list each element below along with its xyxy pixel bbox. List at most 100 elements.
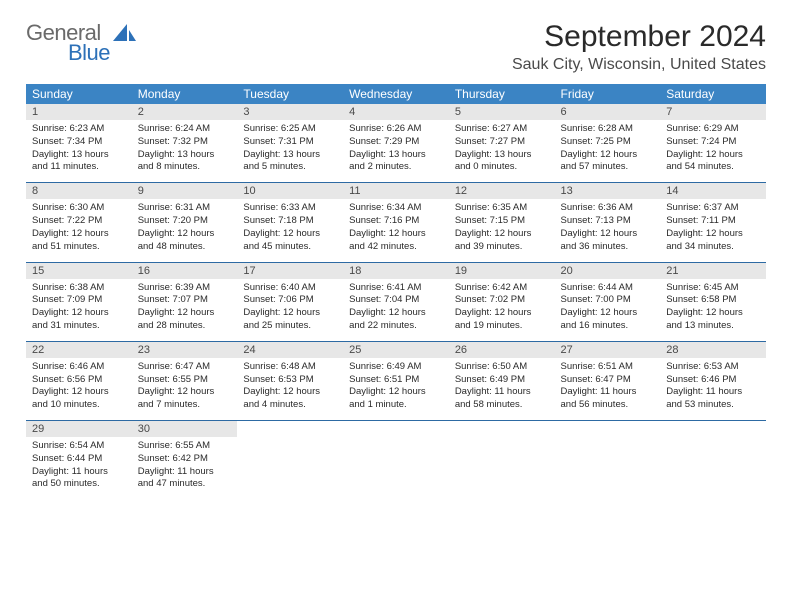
day-number: 7 bbox=[660, 104, 766, 120]
day-data: Sunrise: 6:23 AMSunset: 7:34 PMDaylight:… bbox=[26, 120, 132, 182]
day-number: 12 bbox=[449, 183, 555, 199]
weekday-header: Friday bbox=[555, 84, 661, 104]
weekday-header: Saturday bbox=[660, 84, 766, 104]
day-data: Sunrise: 6:39 AMSunset: 7:07 PMDaylight:… bbox=[132, 279, 238, 341]
day-number: 2 bbox=[132, 104, 238, 120]
day-data: Sunrise: 6:27 AMSunset: 7:27 PMDaylight:… bbox=[449, 120, 555, 182]
day-data: Sunrise: 6:38 AMSunset: 7:09 PMDaylight:… bbox=[26, 279, 132, 341]
calendar-cell: 22Sunrise: 6:46 AMSunset: 6:56 PMDayligh… bbox=[26, 341, 132, 420]
calendar-cell-empty bbox=[343, 421, 449, 500]
weekday-header: Monday bbox=[132, 84, 238, 104]
day-data: Sunrise: 6:49 AMSunset: 6:51 PMDaylight:… bbox=[343, 358, 449, 420]
day-data: Sunrise: 6:37 AMSunset: 7:11 PMDaylight:… bbox=[660, 199, 766, 261]
calendar-body: 1Sunrise: 6:23 AMSunset: 7:34 PMDaylight… bbox=[26, 104, 766, 499]
calendar-cell: 2Sunrise: 6:24 AMSunset: 7:32 PMDaylight… bbox=[132, 104, 238, 183]
day-data: Sunrise: 6:42 AMSunset: 7:02 PMDaylight:… bbox=[449, 279, 555, 341]
calendar-cell: 4Sunrise: 6:26 AMSunset: 7:29 PMDaylight… bbox=[343, 104, 449, 183]
calendar-cell: 7Sunrise: 6:29 AMSunset: 7:24 PMDaylight… bbox=[660, 104, 766, 183]
calendar-cell: 8Sunrise: 6:30 AMSunset: 7:22 PMDaylight… bbox=[26, 183, 132, 262]
day-data: Sunrise: 6:35 AMSunset: 7:15 PMDaylight:… bbox=[449, 199, 555, 261]
day-data: Sunrise: 6:46 AMSunset: 6:56 PMDaylight:… bbox=[26, 358, 132, 420]
day-number: 5 bbox=[449, 104, 555, 120]
calendar-cell: 27Sunrise: 6:51 AMSunset: 6:47 PMDayligh… bbox=[555, 341, 661, 420]
calendar-cell: 12Sunrise: 6:35 AMSunset: 7:15 PMDayligh… bbox=[449, 183, 555, 262]
day-data: Sunrise: 6:41 AMSunset: 7:04 PMDaylight:… bbox=[343, 279, 449, 341]
day-number: 29 bbox=[26, 421, 132, 437]
day-data: Sunrise: 6:25 AMSunset: 7:31 PMDaylight:… bbox=[237, 120, 343, 182]
day-data: Sunrise: 6:26 AMSunset: 7:29 PMDaylight:… bbox=[343, 120, 449, 182]
day-number: 10 bbox=[237, 183, 343, 199]
day-data: Sunrise: 6:28 AMSunset: 7:25 PMDaylight:… bbox=[555, 120, 661, 182]
weekday-header: Wednesday bbox=[343, 84, 449, 104]
day-number: 27 bbox=[555, 342, 661, 358]
day-data: Sunrise: 6:53 AMSunset: 6:46 PMDaylight:… bbox=[660, 358, 766, 420]
calendar-cell: 29Sunrise: 6:54 AMSunset: 6:44 PMDayligh… bbox=[26, 421, 132, 500]
calendar-head: SundayMondayTuesdayWednesdayThursdayFrid… bbox=[26, 84, 766, 104]
day-number: 1 bbox=[26, 104, 132, 120]
day-number: 24 bbox=[237, 342, 343, 358]
day-data: Sunrise: 6:54 AMSunset: 6:44 PMDaylight:… bbox=[26, 437, 132, 499]
calendar-cell: 19Sunrise: 6:42 AMSunset: 7:02 PMDayligh… bbox=[449, 262, 555, 341]
calendar-cell: 10Sunrise: 6:33 AMSunset: 7:18 PMDayligh… bbox=[237, 183, 343, 262]
day-data: Sunrise: 6:40 AMSunset: 7:06 PMDaylight:… bbox=[237, 279, 343, 341]
day-data: Sunrise: 6:36 AMSunset: 7:13 PMDaylight:… bbox=[555, 199, 661, 261]
day-number: 30 bbox=[132, 421, 238, 437]
calendar-cell: 21Sunrise: 6:45 AMSunset: 6:58 PMDayligh… bbox=[660, 262, 766, 341]
calendar-cell: 5Sunrise: 6:27 AMSunset: 7:27 PMDaylight… bbox=[449, 104, 555, 183]
day-data: Sunrise: 6:34 AMSunset: 7:16 PMDaylight:… bbox=[343, 199, 449, 261]
calendar-cell: 14Sunrise: 6:37 AMSunset: 7:11 PMDayligh… bbox=[660, 183, 766, 262]
day-data: Sunrise: 6:24 AMSunset: 7:32 PMDaylight:… bbox=[132, 120, 238, 182]
day-data: Sunrise: 6:51 AMSunset: 6:47 PMDaylight:… bbox=[555, 358, 661, 420]
header: General Blue September 2024 Sauk City, W… bbox=[26, 20, 766, 74]
day-number: 22 bbox=[26, 342, 132, 358]
calendar-cell: 13Sunrise: 6:36 AMSunset: 7:13 PMDayligh… bbox=[555, 183, 661, 262]
calendar-cell: 6Sunrise: 6:28 AMSunset: 7:25 PMDaylight… bbox=[555, 104, 661, 183]
day-number: 17 bbox=[237, 263, 343, 279]
calendar-cell: 25Sunrise: 6:49 AMSunset: 6:51 PMDayligh… bbox=[343, 341, 449, 420]
weekday-header: Thursday bbox=[449, 84, 555, 104]
day-number: 14 bbox=[660, 183, 766, 199]
day-data: Sunrise: 6:30 AMSunset: 7:22 PMDaylight:… bbox=[26, 199, 132, 261]
logo-sail-icon bbox=[113, 24, 137, 42]
calendar-cell: 20Sunrise: 6:44 AMSunset: 7:00 PMDayligh… bbox=[555, 262, 661, 341]
location-text: Sauk City, Wisconsin, United States bbox=[512, 56, 766, 74]
calendar-cell: 1Sunrise: 6:23 AMSunset: 7:34 PMDaylight… bbox=[26, 104, 132, 183]
title-block: September 2024 Sauk City, Wisconsin, Uni… bbox=[512, 20, 766, 74]
day-number: 20 bbox=[555, 263, 661, 279]
day-data: Sunrise: 6:50 AMSunset: 6:49 PMDaylight:… bbox=[449, 358, 555, 420]
day-number: 4 bbox=[343, 104, 449, 120]
day-number: 21 bbox=[660, 263, 766, 279]
weekday-header: Tuesday bbox=[237, 84, 343, 104]
day-number: 19 bbox=[449, 263, 555, 279]
calendar-cell-empty bbox=[449, 421, 555, 500]
day-number: 11 bbox=[343, 183, 449, 199]
day-number: 25 bbox=[343, 342, 449, 358]
day-data: Sunrise: 6:55 AMSunset: 6:42 PMDaylight:… bbox=[132, 437, 238, 499]
day-data: Sunrise: 6:47 AMSunset: 6:55 PMDaylight:… bbox=[132, 358, 238, 420]
day-data: Sunrise: 6:33 AMSunset: 7:18 PMDaylight:… bbox=[237, 199, 343, 261]
day-number: 23 bbox=[132, 342, 238, 358]
calendar-cell: 28Sunrise: 6:53 AMSunset: 6:46 PMDayligh… bbox=[660, 341, 766, 420]
day-number: 15 bbox=[26, 263, 132, 279]
calendar-cell: 15Sunrise: 6:38 AMSunset: 7:09 PMDayligh… bbox=[26, 262, 132, 341]
calendar-cell: 24Sunrise: 6:48 AMSunset: 6:53 PMDayligh… bbox=[237, 341, 343, 420]
day-data: Sunrise: 6:31 AMSunset: 7:20 PMDaylight:… bbox=[132, 199, 238, 261]
logo: General Blue bbox=[26, 20, 137, 66]
day-number: 18 bbox=[343, 263, 449, 279]
day-number: 13 bbox=[555, 183, 661, 199]
day-data: Sunrise: 6:29 AMSunset: 7:24 PMDaylight:… bbox=[660, 120, 766, 182]
calendar-cell: 11Sunrise: 6:34 AMSunset: 7:16 PMDayligh… bbox=[343, 183, 449, 262]
calendar-cell: 16Sunrise: 6:39 AMSunset: 7:07 PMDayligh… bbox=[132, 262, 238, 341]
calendar-cell: 18Sunrise: 6:41 AMSunset: 7:04 PMDayligh… bbox=[343, 262, 449, 341]
calendar-cell-empty bbox=[555, 421, 661, 500]
day-number: 3 bbox=[237, 104, 343, 120]
day-number: 6 bbox=[555, 104, 661, 120]
day-data: Sunrise: 6:44 AMSunset: 7:00 PMDaylight:… bbox=[555, 279, 661, 341]
day-data: Sunrise: 6:45 AMSunset: 6:58 PMDaylight:… bbox=[660, 279, 766, 341]
calendar-cell: 23Sunrise: 6:47 AMSunset: 6:55 PMDayligh… bbox=[132, 341, 238, 420]
day-number: 28 bbox=[660, 342, 766, 358]
day-data: Sunrise: 6:48 AMSunset: 6:53 PMDaylight:… bbox=[237, 358, 343, 420]
day-number: 8 bbox=[26, 183, 132, 199]
day-number: 9 bbox=[132, 183, 238, 199]
calendar-cell: 17Sunrise: 6:40 AMSunset: 7:06 PMDayligh… bbox=[237, 262, 343, 341]
